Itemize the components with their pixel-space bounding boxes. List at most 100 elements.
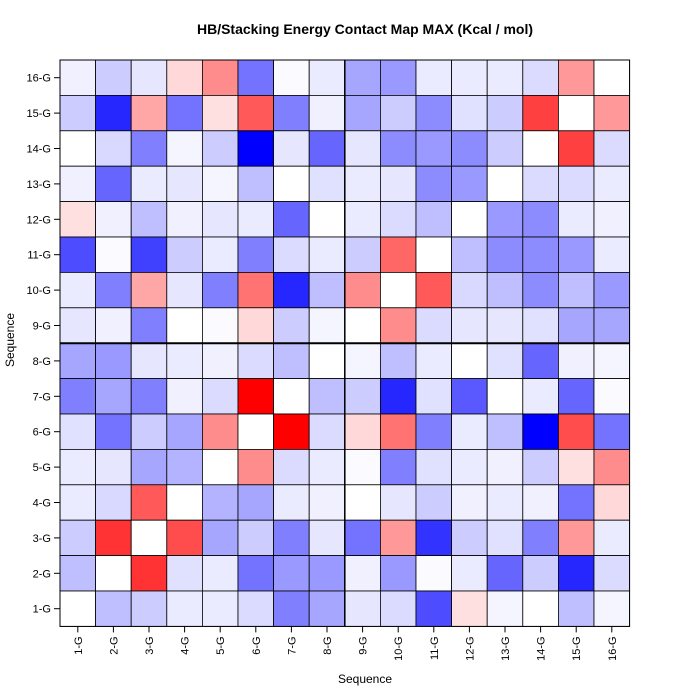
- heatmap-cell-13-G-16-G: [593, 165, 630, 202]
- y-tick-label: 8-G: [33, 356, 51, 368]
- heatmap-cell-14-G-11-G: [415, 130, 452, 167]
- heatmap-cell-8-G-13-G: [486, 342, 524, 380]
- heatmap-cell-11-G-5-G: [201, 236, 239, 273]
- heatmap-cell-6-G-4-G: [166, 413, 203, 450]
- heatmap-cell-15-G-5-G: [201, 95, 239, 132]
- y-tick-label: 16-G: [27, 73, 51, 85]
- heatmap-cell-12-G-2-G: [95, 201, 132, 238]
- heatmap-cell-8-G-9-G: [344, 342, 381, 380]
- heatmap-cell-8-G-2-G: [95, 342, 132, 380]
- heatmap-cell-10-G-8-G: [308, 271, 346, 309]
- heatmap-cell-7-G-1-G: [59, 378, 96, 415]
- heatmap-cell-12-G-13-G: [486, 201, 524, 238]
- heatmap-cell-7-G-16-G: [593, 378, 630, 415]
- heatmap-cell-6-G-3-G: [130, 413, 168, 450]
- heatmap-cell-10-G-2-G: [95, 271, 132, 309]
- heatmap-cell-12-G-6-G: [237, 201, 274, 238]
- heatmap-cell-5-G-6-G: [237, 448, 274, 486]
- y-axis-title: Sequence: [3, 313, 17, 367]
- heatmap-cell-9-G-16-G: [593, 307, 630, 344]
- heatmap-cell-4-G-4-G: [166, 484, 203, 521]
- heatmap-cell-6-G-7-G: [273, 413, 310, 450]
- heatmap-cell-12-G-11-G: [415, 201, 452, 238]
- heatmap-cell-1-G-16-G: [593, 590, 630, 627]
- heatmap-cell-5-G-12-G: [451, 448, 488, 486]
- heatmap-cell-11-G-4-G: [166, 236, 203, 273]
- heatmap-cell-16-G-16-G: [593, 59, 630, 96]
- x-tick-label: 7-G: [286, 636, 298, 654]
- heatmap-cell-13-G-1-G: [59, 165, 96, 202]
- heatmap-cell-3-G-4-G: [166, 519, 203, 557]
- heatmap-cell-14-G-8-G: [308, 130, 346, 167]
- heatmap-cell-11-G-11-G: [415, 236, 452, 273]
- y-tick-label: 13-G: [27, 179, 51, 191]
- heatmap-cell-1-G-1-G: [59, 590, 96, 627]
- heatmap-cell-11-G-16-G: [593, 236, 630, 273]
- heatmap-cell-9-G-2-G: [95, 307, 132, 344]
- heatmap-cell-7-G-9-G: [344, 378, 381, 415]
- heatmap-cell-7-G-6-G: [237, 378, 274, 415]
- heatmap-cell-14-G-10-G: [379, 130, 417, 167]
- heatmap-cell-1-G-9-G: [344, 590, 381, 627]
- heatmap-cell-6-G-5-G: [201, 413, 239, 450]
- heatmap-cell-3-G-1-G: [59, 519, 96, 557]
- x-tick-label: 12-G: [464, 636, 476, 660]
- heatmap-cell-6-G-13-G: [486, 413, 524, 450]
- y-tick-label: 9-G: [33, 321, 51, 333]
- heatmap-cell-5-G-1-G: [59, 448, 96, 486]
- heatmap-cell-2-G-16-G: [593, 555, 630, 592]
- heatmap-cell-16-G-1-G: [59, 59, 96, 96]
- heatmap-cell-7-G-4-G: [166, 378, 203, 415]
- x-tick-label: 3-G: [144, 636, 156, 654]
- heatmap-cell-15-G-12-G: [451, 95, 488, 132]
- heatmap-cell-2-G-11-G: [415, 555, 452, 592]
- heatmap-cell-13-G-10-G: [379, 165, 417, 202]
- heatmap-cell-1-G-8-G: [308, 590, 346, 627]
- heatmap-cell-2-G-7-G: [273, 555, 310, 592]
- heatmap-cell-8-G-15-G: [558, 342, 595, 380]
- heatmap-cell-3-G-11-G: [415, 519, 452, 557]
- heatmap-cell-5-G-11-G: [415, 448, 452, 486]
- heatmap-cell-2-G-14-G: [522, 555, 559, 592]
- heatmap-cell-5-G-2-G: [95, 448, 132, 486]
- x-tick-label: 9-G: [358, 636, 370, 654]
- heatmap-cell-10-G-16-G: [593, 271, 630, 309]
- heatmap-cell-14-G-5-G: [201, 130, 239, 167]
- heatmap-cell-4-G-2-G: [95, 484, 132, 521]
- heatmap-cell-1-G-5-G: [201, 590, 239, 627]
- heatmap-cell-15-G-6-G: [237, 95, 274, 132]
- heatmap-cell-13-G-9-G: [344, 165, 381, 202]
- heatmap-cell-7-G-14-G: [522, 378, 559, 415]
- heatmap-cell-4-G-15-G: [558, 484, 595, 521]
- heatmap-cell-1-G-3-G: [130, 590, 168, 627]
- heatmap-cell-10-G-4-G: [166, 271, 203, 309]
- heatmap-cell-14-G-14-G: [522, 130, 559, 167]
- heatmap-cell-3-G-8-G: [308, 519, 346, 557]
- heatmap-cell-7-G-11-G: [415, 378, 452, 415]
- heatmap-cell-16-G-10-G: [379, 59, 417, 96]
- heatmap-cell-2-G-3-G: [130, 555, 168, 592]
- heatmap-cell-15-G-8-G: [308, 95, 346, 132]
- heatmap-cell-3-G-3-G: [130, 519, 168, 557]
- x-tick-label: 11-G: [429, 636, 441, 660]
- heatmap-cell-14-G-2-G: [95, 130, 132, 167]
- x-tick-label: 13-G: [500, 636, 512, 660]
- heatmap-cell-12-G-10-G: [379, 201, 417, 238]
- heatmap-cell-9-G-14-G: [522, 307, 559, 344]
- heatmap-cell-7-G-15-G: [558, 378, 595, 415]
- heatmap-cell-16-G-2-G: [95, 59, 132, 96]
- heatmap-cell-16-G-5-G: [201, 59, 239, 96]
- heatmap-cell-1-G-7-G: [273, 590, 310, 627]
- heatmap-cell-10-G-15-G: [558, 271, 595, 309]
- heatmap-cell-14-G-7-G: [273, 130, 310, 167]
- heatmap-cell-12-G-16-G: [593, 201, 630, 238]
- heatmap-cell-4-G-13-G: [486, 484, 524, 521]
- heatmap-cell-13-G-13-G: [486, 165, 524, 202]
- heatmap-cell-10-G-11-G: [415, 271, 452, 309]
- heatmap-cell-8-G-12-G: [451, 342, 488, 380]
- heatmap-cell-2-G-10-G: [379, 555, 417, 592]
- x-tick-label: 1-G: [73, 636, 85, 654]
- heatmap-cell-3-G-7-G: [273, 519, 310, 557]
- heatmap-cell-12-G-8-G: [308, 201, 346, 238]
